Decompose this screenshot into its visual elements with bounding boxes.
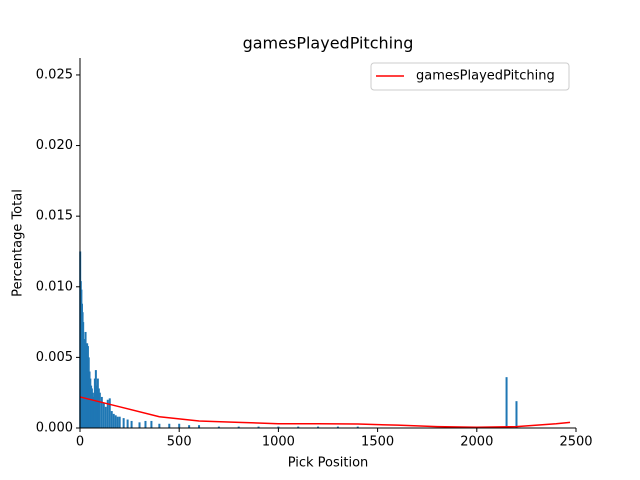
y-tick-label: 0.005 [36,350,73,365]
x-tick-label: 500 [167,435,192,450]
x-tick-label: 2000 [460,435,493,450]
bar [104,406,107,428]
legend-label: gamesPlayedPitching [416,69,555,84]
bar [515,401,518,428]
bar [144,420,147,428]
bar [150,420,153,428]
bar [356,426,359,428]
x-tick-label: 2500 [559,435,592,450]
bar [505,377,508,428]
bar [188,425,191,428]
bar [122,418,125,428]
bar [130,420,133,428]
x-tick-label: 0 [76,435,84,450]
bar [110,411,113,428]
bar [98,392,101,428]
y-tick-label: 0.020 [36,138,73,153]
bar [257,426,260,428]
bar [198,425,201,428]
bar [106,399,109,428]
bar [138,422,141,428]
bar [237,426,240,428]
bar [108,398,111,428]
chart-title: gamesPlayedPitching [243,34,414,53]
y-tick-label: 0.010 [36,279,73,294]
bar [158,423,161,428]
trend-line [79,396,571,429]
x-tick-label: 1500 [361,435,394,450]
legend-box [370,62,570,91]
bar [116,416,119,428]
y-tick-label: 0.015 [36,209,73,224]
x-axis-label: Pick Position [288,456,369,471]
y-tick-label: 0.000 [36,421,73,436]
bar [102,402,105,428]
bar [112,413,115,428]
bar [118,416,121,428]
bar [126,419,129,428]
bar [277,426,280,428]
y-axis-label: Percentage Total [11,189,26,297]
bar [217,426,220,428]
bar [114,415,117,428]
bar [100,396,103,428]
x-tick-label: 1000 [262,435,295,450]
bar [336,426,339,428]
bar [168,423,171,428]
bar [297,426,300,428]
y-tick-label: 0.025 [36,67,73,82]
bar [317,426,320,428]
bar [178,423,181,428]
